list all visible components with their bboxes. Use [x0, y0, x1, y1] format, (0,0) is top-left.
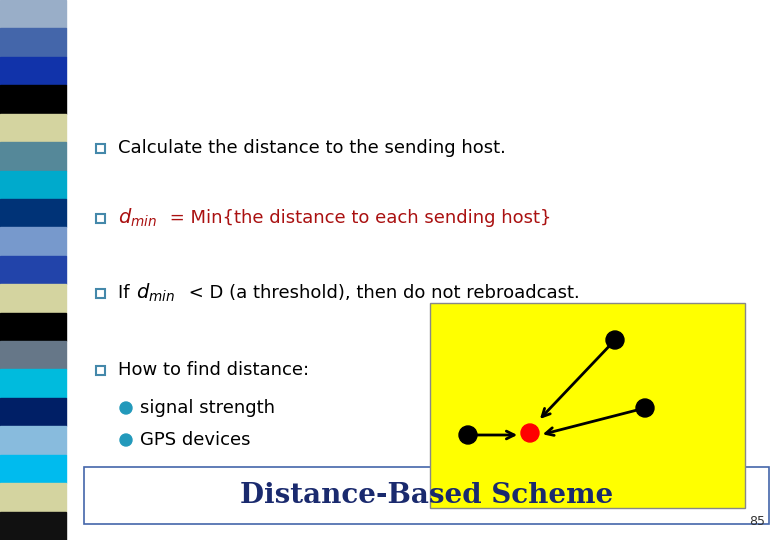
Circle shape	[521, 424, 539, 442]
Circle shape	[120, 402, 132, 414]
Text: $d_{min}$: $d_{min}$	[136, 282, 176, 304]
Bar	[95, 288, 105, 298]
Bar	[95, 144, 105, 152]
Bar	[0, 256, 66, 284]
Bar	[430, 303, 745, 508]
Bar	[0, 341, 66, 369]
Bar	[0, 29, 66, 57]
Bar	[0, 142, 66, 171]
Bar	[0, 114, 66, 142]
Bar	[0, 199, 66, 227]
Bar	[0, 483, 66, 511]
Text: Distance-Based Scheme: Distance-Based Scheme	[240, 482, 613, 509]
Circle shape	[459, 426, 477, 444]
Text: If: If	[118, 284, 135, 302]
Text: signal strength: signal strength	[140, 399, 275, 417]
Text: GPS devices: GPS devices	[140, 431, 250, 449]
Bar	[0, 369, 66, 398]
Bar	[0, 57, 66, 85]
Bar	[0, 0, 66, 29]
Text: $d_{min}$: $d_{min}$	[118, 207, 158, 229]
Text: Calculate the distance to the sending host.: Calculate the distance to the sending ho…	[118, 139, 506, 157]
Bar	[0, 284, 66, 313]
Bar	[0, 511, 66, 540]
Bar	[95, 366, 105, 375]
Circle shape	[120, 434, 132, 446]
Bar	[0, 85, 66, 114]
Bar	[0, 398, 66, 426]
Bar	[0, 426, 66, 455]
Bar	[0, 313, 66, 341]
Text: How to find distance:: How to find distance:	[118, 361, 309, 379]
Bar	[95, 213, 105, 222]
Bar	[84, 467, 769, 524]
Circle shape	[636, 399, 654, 417]
Bar	[0, 455, 66, 483]
Bar	[0, 171, 66, 199]
Text: 85: 85	[749, 515, 765, 528]
Bar	[0, 227, 66, 256]
Text: < D (a threshold), then do not rebroadcast.: < D (a threshold), then do not rebroadca…	[183, 284, 580, 302]
Text: = Min{the distance to each sending host}: = Min{the distance to each sending host}	[164, 209, 551, 227]
Circle shape	[606, 331, 624, 349]
